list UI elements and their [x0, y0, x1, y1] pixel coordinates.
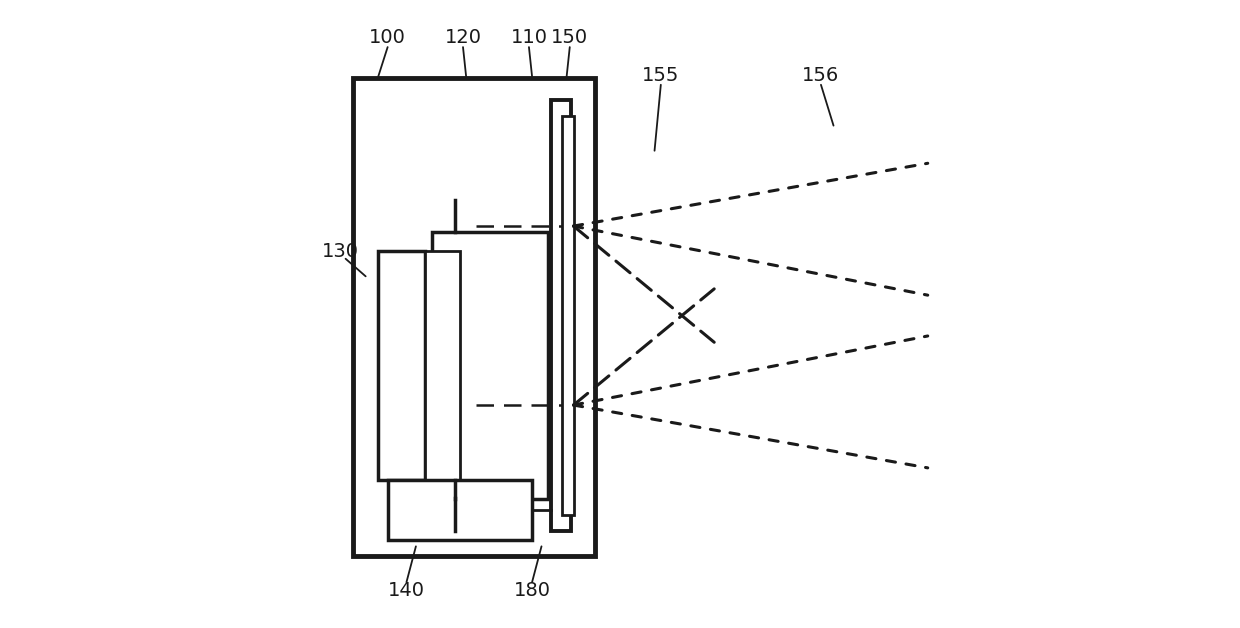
Text: 155: 155 — [642, 66, 680, 85]
Bar — [425, 251, 460, 480]
Bar — [378, 251, 425, 480]
Text: 110: 110 — [511, 28, 547, 47]
Text: 140: 140 — [388, 581, 425, 600]
Bar — [388, 480, 532, 540]
Text: 130: 130 — [322, 242, 360, 261]
Bar — [353, 78, 595, 556]
Bar — [562, 116, 574, 515]
Text: 120: 120 — [444, 28, 481, 47]
Text: 180: 180 — [513, 581, 551, 600]
Bar — [551, 100, 570, 531]
Text: 156: 156 — [802, 66, 839, 85]
Text: 100: 100 — [370, 28, 405, 47]
Text: 150: 150 — [552, 28, 588, 47]
Bar — [432, 232, 548, 499]
